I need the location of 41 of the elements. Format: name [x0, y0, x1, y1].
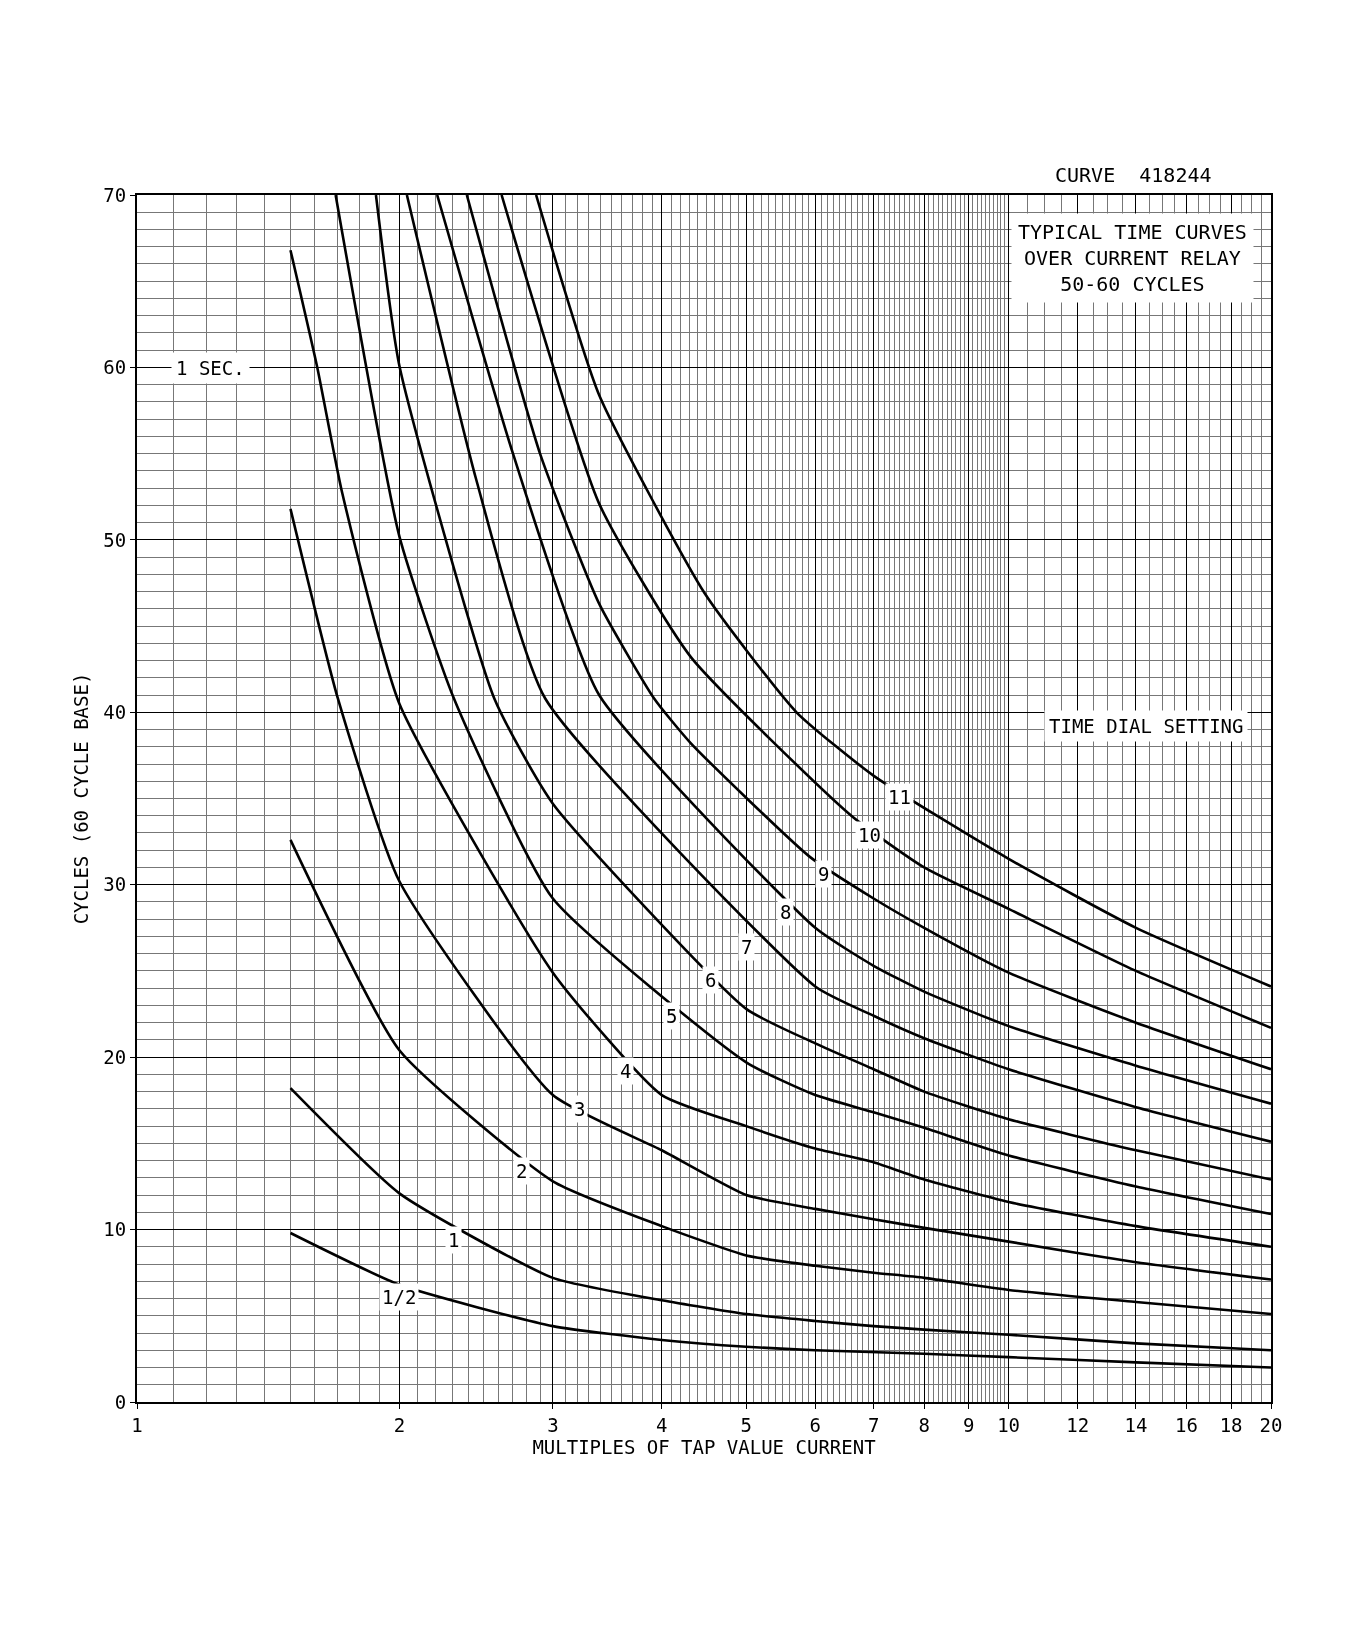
annotation: 3 — [574, 1098, 586, 1120]
x-tick-label: 20 — [1259, 1413, 1283, 1436]
y-tick-label: 30 — [103, 873, 127, 896]
annotation: 9 — [818, 863, 830, 885]
annotation: 2 — [516, 1160, 528, 1182]
x-tick-label: 8 — [918, 1413, 930, 1436]
x-axis-title: MULTIPLES OF TAP VALUE CURRENT — [532, 1435, 876, 1458]
x-tick-label: 6 — [809, 1413, 821, 1436]
x-tick-label: 2 — [393, 1413, 406, 1436]
x-tick-label: 12 — [1066, 1413, 1090, 1436]
x-tick-label: 18 — [1219, 1413, 1243, 1436]
y-tick-label: 60 — [103, 356, 127, 379]
y-tick-label: 50 — [103, 528, 127, 551]
annotation: 7 — [741, 936, 753, 958]
x-tick-label: 7 — [867, 1413, 880, 1436]
x-tick-label: 9 — [963, 1413, 975, 1436]
annotation: 6 — [705, 969, 717, 991]
annotation: TIME DIAL SETTING — [1049, 715, 1244, 737]
annotation: 10 — [858, 824, 881, 846]
annotation: 1 SEC. — [176, 357, 245, 379]
x-tick-label: 16 — [1175, 1413, 1198, 1436]
x-tick-label: 4 — [656, 1413, 668, 1436]
y-tick-label: 0 — [114, 1390, 127, 1413]
annotation: 4 — [620, 1060, 632, 1082]
annotation: 1/2 — [382, 1286, 417, 1308]
y-tick-label: 20 — [103, 1045, 127, 1068]
x-tick-label: 5 — [740, 1413, 752, 1436]
annotation: 11 — [888, 786, 911, 808]
y-tick-label: 10 — [103, 1218, 127, 1241]
y-axis-title: CYCLES (60 CYCLE BASE) — [69, 672, 92, 925]
x-tick-label: 3 — [547, 1413, 559, 1436]
y-tick-label: 40 — [103, 700, 127, 723]
x-tick-label: 1 — [131, 1413, 143, 1436]
x-tick-label: 14 — [1124, 1413, 1148, 1436]
annotation: 8 — [780, 901, 792, 923]
text: TYPICAL TIME CURVES OVER CURRENT RELAY 50-60 CYCLES — [1018, 220, 1247, 296]
annotation: 5 — [666, 1005, 678, 1027]
annotation: 1 — [448, 1229, 460, 1251]
chart-subtitle: CURVE 418244 — [1055, 163, 1212, 187]
x-tick-label: 10 — [997, 1413, 1021, 1436]
y-tick-label: 70 — [103, 183, 127, 206]
